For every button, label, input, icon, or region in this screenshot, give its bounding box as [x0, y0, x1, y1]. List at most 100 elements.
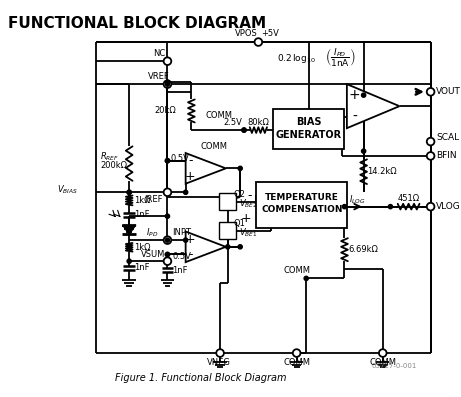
Text: 03727-0-001: 03727-0-001: [371, 363, 417, 370]
Text: VLOG: VLOG: [437, 202, 461, 211]
Text: FUNCTIONAL BLOCK DIAGRAM: FUNCTIONAL BLOCK DIAGRAM: [8, 16, 266, 31]
Bar: [219, 193, 236, 210]
Circle shape: [127, 190, 131, 195]
Circle shape: [388, 204, 392, 209]
Text: $I_{PD}$: $I_{PD}$: [147, 226, 159, 239]
Text: INPT: INPT: [172, 228, 191, 237]
Circle shape: [379, 349, 387, 357]
Circle shape: [242, 128, 246, 132]
Text: 0.5V: 0.5V: [172, 252, 191, 261]
Circle shape: [427, 88, 434, 96]
Text: IREF: IREF: [144, 195, 163, 204]
Text: $V_{BE2}$: $V_{BE2}$: [239, 198, 258, 210]
Text: COMM: COMM: [206, 111, 233, 120]
Polygon shape: [123, 225, 136, 234]
Text: COMM: COMM: [283, 358, 310, 367]
Circle shape: [183, 190, 188, 195]
Polygon shape: [186, 231, 226, 262]
Text: 80kΩ: 80kΩ: [248, 118, 269, 127]
Text: COMM: COMM: [283, 266, 310, 275]
Text: 200kΩ: 200kΩ: [100, 161, 128, 170]
Text: Figure 1. Functional Block Diagram: Figure 1. Functional Block Diagram: [115, 373, 286, 383]
Circle shape: [165, 158, 170, 163]
Circle shape: [165, 82, 170, 86]
Text: 6.69kΩ: 6.69kΩ: [349, 245, 378, 254]
Circle shape: [165, 80, 170, 84]
Text: TEMPERATURE: TEMPERATURE: [265, 193, 339, 202]
Text: 1kΩ: 1kΩ: [134, 196, 150, 205]
Text: BFIN: BFIN: [437, 151, 457, 160]
Circle shape: [164, 189, 171, 196]
Text: VOUT: VOUT: [437, 87, 461, 96]
Circle shape: [242, 128, 246, 132]
Text: -: -: [352, 110, 357, 124]
Circle shape: [183, 238, 188, 242]
Text: 1kΩ: 1kΩ: [134, 243, 150, 252]
Text: 1nF: 1nF: [134, 210, 149, 219]
Text: $V_{BE1}$: $V_{BE1}$: [239, 226, 258, 239]
Text: COMPENSATION: COMPENSATION: [261, 205, 343, 214]
Text: VREF: VREF: [148, 72, 170, 81]
Circle shape: [165, 252, 170, 256]
Bar: [219, 222, 236, 239]
Text: SCAL: SCAL: [437, 133, 460, 142]
Text: 14.2kΩ: 14.2kΩ: [367, 167, 397, 176]
Text: VPOS: VPOS: [235, 29, 257, 38]
Text: -: -: [188, 154, 193, 167]
Text: GENERATOR: GENERATOR: [276, 130, 342, 140]
Polygon shape: [347, 84, 400, 128]
Text: BIAS: BIAS: [296, 118, 321, 127]
Circle shape: [164, 257, 171, 265]
Polygon shape: [186, 153, 226, 184]
Circle shape: [164, 236, 171, 244]
Text: COMM: COMM: [201, 142, 228, 151]
Circle shape: [427, 152, 434, 160]
Text: COMM: COMM: [369, 358, 396, 367]
Text: VNEG: VNEG: [207, 358, 230, 367]
Bar: [256, 182, 347, 228]
Text: 2.5V: 2.5V: [223, 118, 242, 127]
Circle shape: [238, 245, 242, 249]
Text: +: +: [185, 233, 196, 246]
Text: $\left(\dfrac{I_{PD}}{1\mathrm{nA}}\right)$: $\left(\dfrac{I_{PD}}{1\mathrm{nA}}\righ…: [325, 47, 356, 69]
Circle shape: [238, 166, 242, 170]
Circle shape: [127, 259, 131, 263]
Text: +: +: [185, 170, 196, 183]
Bar: [273, 109, 344, 149]
Text: -: -: [188, 248, 193, 261]
Text: 1nF: 1nF: [134, 263, 149, 272]
Text: $R_{REF}$: $R_{REF}$: [100, 150, 119, 163]
Text: 20kΩ: 20kΩ: [154, 106, 176, 116]
Circle shape: [427, 203, 434, 210]
Circle shape: [361, 93, 366, 97]
Circle shape: [304, 276, 308, 281]
Text: +5V: +5V: [261, 29, 279, 38]
Text: $0.2\,\mathrm{log}_{10}$: $0.2\,\mathrm{log}_{10}$: [278, 52, 316, 65]
Text: 0.5V: 0.5V: [170, 154, 189, 163]
Circle shape: [361, 149, 366, 153]
Circle shape: [254, 38, 262, 46]
Text: Q2: Q2: [233, 190, 245, 198]
Circle shape: [165, 158, 170, 163]
Text: +: +: [241, 212, 252, 225]
Text: VSUM: VSUM: [141, 250, 165, 259]
Circle shape: [165, 214, 170, 218]
Text: -: -: [247, 189, 252, 202]
Text: 1nF: 1nF: [172, 266, 188, 275]
Circle shape: [165, 238, 170, 242]
Circle shape: [427, 138, 434, 145]
Text: NC: NC: [153, 49, 165, 58]
Text: $I_{LOG}$: $I_{LOG}$: [349, 194, 366, 206]
Circle shape: [225, 245, 230, 249]
Circle shape: [164, 80, 171, 88]
Text: $V_{BIAS}$: $V_{BIAS}$: [58, 183, 78, 196]
Circle shape: [164, 57, 171, 65]
Circle shape: [293, 349, 301, 357]
Circle shape: [343, 204, 347, 209]
Text: +: +: [349, 88, 361, 102]
Text: Q1: Q1: [233, 220, 245, 228]
Circle shape: [127, 190, 131, 195]
Circle shape: [216, 349, 224, 357]
Circle shape: [165, 252, 170, 256]
Text: 451Ω: 451Ω: [397, 195, 420, 204]
